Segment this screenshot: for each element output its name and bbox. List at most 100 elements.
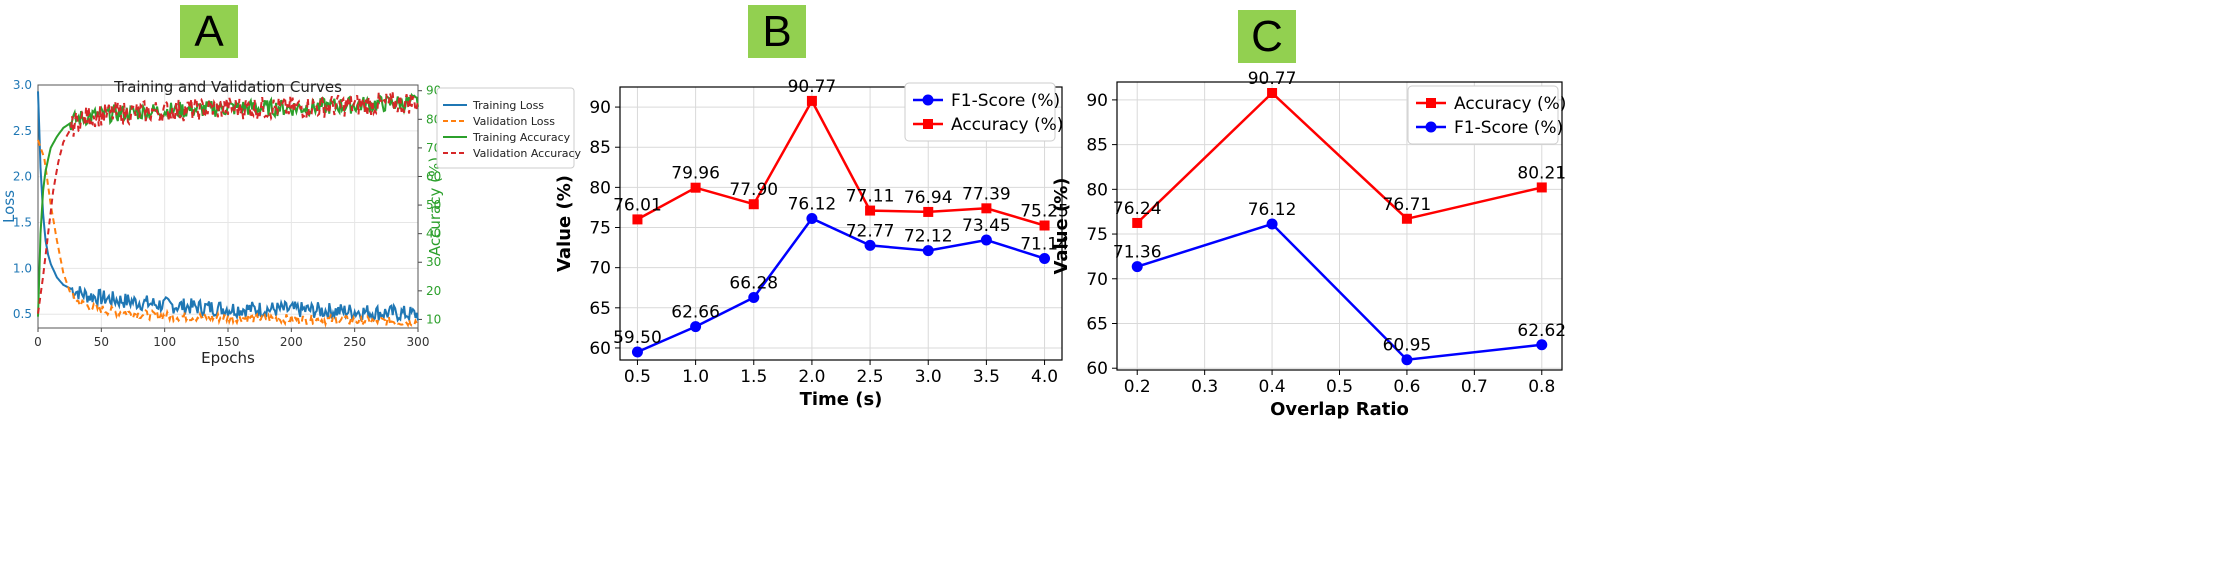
chart-c-xtick-label: 0.4 bbox=[1259, 377, 1286, 397]
chart-b-xtick-label: 4.0 bbox=[1031, 367, 1058, 387]
chart-b-point-circle bbox=[690, 321, 702, 333]
chart-a-legend-label: Training Loss bbox=[472, 99, 544, 112]
chart-a-ylabel-right: Accuracy (%) bbox=[426, 157, 444, 256]
chart-c-xtick-label: 0.7 bbox=[1461, 377, 1488, 397]
panel-label-c: C bbox=[1238, 10, 1296, 63]
chart-c-ytick-label: 80 bbox=[1086, 180, 1108, 200]
panel-label-a: A bbox=[180, 5, 238, 58]
chart-b-point-circle bbox=[980, 234, 992, 246]
chart-c-data-label: 76.71 bbox=[1383, 195, 1432, 215]
chart-a-xtick-label: 250 bbox=[343, 335, 366, 349]
chart-a-xtick-label: 300 bbox=[407, 335, 430, 349]
chart-c-xtick-label: 0.8 bbox=[1528, 377, 1555, 397]
chart-c-ytick-label: 85 bbox=[1086, 136, 1108, 156]
chart-a-xtick-label: 150 bbox=[217, 335, 240, 349]
chart-b-plot-frame bbox=[619, 86, 1063, 361]
chart-a-legend-label: Training Accuracy bbox=[472, 131, 571, 144]
chart-b-data-label: 76.01 bbox=[613, 195, 662, 215]
chart-a-xtick-label: 0 bbox=[34, 335, 42, 349]
chart-c-xtick-label: 0.5 bbox=[1326, 377, 1353, 397]
chart-b-data-label: 76.12 bbox=[788, 195, 837, 215]
chart-b-legend-label: Accuracy (%) bbox=[951, 115, 1063, 135]
chart-b-ytick-label: 65 bbox=[589, 299, 611, 319]
chart-b-point-square bbox=[690, 182, 701, 193]
chart-b-point-square bbox=[865, 205, 876, 216]
chart-a-xtick-label: 200 bbox=[280, 335, 303, 349]
chart-b-point-circle bbox=[922, 245, 934, 257]
chart-b-xlabel: Time (s) bbox=[800, 389, 883, 410]
chart-c-ytick-label: 90 bbox=[1086, 91, 1108, 111]
chart-c-legend-label: F1-Score (%) bbox=[1454, 118, 1563, 138]
chart-a-ytick-label: 1.5 bbox=[13, 216, 32, 230]
chart-b-point-circle bbox=[1039, 253, 1051, 265]
chart-b-point-square bbox=[981, 203, 992, 214]
chart-b-ytick-label: 60 bbox=[589, 339, 611, 359]
chart-b-data-label: 59.50 bbox=[613, 328, 662, 348]
chart-c-data-label: 62.62 bbox=[1517, 321, 1566, 341]
chart-c-legend-label: Accuracy (%) bbox=[1454, 94, 1566, 114]
chart-b-ytick-label: 70 bbox=[589, 259, 611, 279]
chart-b-point-circle bbox=[864, 239, 876, 251]
chart-a-plot-frame bbox=[37, 84, 419, 329]
chart-c-legend-marker bbox=[1426, 98, 1436, 108]
chart-a-ytick-label: 3.0 bbox=[13, 78, 32, 92]
chart-c-legend bbox=[1407, 85, 1559, 145]
chart-c: 0.2 0.3 0.4 0.5 0.6 0.7 0.8 60 65 70 75 80 85 90 76.24… bbox=[1051, 69, 1566, 420]
chart-c-ytick-label: 70 bbox=[1086, 270, 1108, 290]
chart-b-ytick-label: 80 bbox=[589, 178, 611, 198]
chart-a-xlabel: Epochs bbox=[201, 349, 255, 367]
chart-a-ytick-label: 1.0 bbox=[13, 261, 32, 275]
chart-a-xtick-label: 50 bbox=[94, 335, 109, 349]
chart-a-ytick-right-label: 30 bbox=[426, 255, 441, 269]
chart-a-title: Training and Validation Curves bbox=[113, 78, 342, 96]
chart-b-data-label: 76.94 bbox=[904, 188, 953, 208]
chart-b-xtick-label: 3.0 bbox=[915, 367, 942, 387]
chart-b-data-label: 79.96 bbox=[671, 164, 720, 184]
chart-b-ytick-label: 75 bbox=[589, 219, 611, 239]
chart-b-xtick-label: 3.5 bbox=[973, 367, 1000, 387]
chart-c-point-circle bbox=[1536, 339, 1548, 351]
chart-a-series-validation-loss bbox=[37, 139, 419, 329]
chart-c-xlabel: Overlap Ratio bbox=[1270, 399, 1409, 420]
chart-c-point-square bbox=[1536, 182, 1547, 193]
chart-b-data-label: 62.66 bbox=[671, 303, 720, 323]
chart-b-xtick-label: 0.5 bbox=[624, 367, 651, 387]
chart-a-ytick-right-label: 60 bbox=[426, 169, 441, 183]
chart-b-ylabel: Value (%) bbox=[554, 175, 575, 272]
chart-c-point-square bbox=[1401, 213, 1412, 224]
chart-c-xtick-label: 0.3 bbox=[1191, 377, 1218, 397]
chart-b-xtick-label: 2.5 bbox=[857, 367, 884, 387]
chart-b-point-circle bbox=[631, 346, 643, 358]
chart-c-data-label: 76.12 bbox=[1248, 200, 1297, 220]
chart-b-data-label: 66.28 bbox=[729, 274, 778, 294]
chart-c-point-circle bbox=[1266, 218, 1278, 230]
chart-c-ytick-label: 65 bbox=[1086, 314, 1108, 334]
chart-b-point-square bbox=[923, 206, 934, 217]
chart-c-point-square bbox=[1267, 88, 1278, 99]
chart-a-ylabel: Loss bbox=[0, 190, 18, 223]
chart-b-series-line bbox=[636, 98, 1045, 227]
chart-a-series-validation-accuracy bbox=[37, 91, 419, 314]
chart-c-series-line bbox=[1136, 222, 1542, 362]
chart-a-legend-label: Validation Loss bbox=[473, 115, 555, 128]
chart-c-ytick-label: 75 bbox=[1086, 225, 1108, 245]
chart-a-ytick-label: 0.5 bbox=[13, 307, 32, 321]
chart-c-data-label: 90.77 bbox=[1248, 69, 1297, 89]
chart-a-xtick-label: 100 bbox=[153, 335, 176, 349]
chart-b-xtick-label: 2.0 bbox=[798, 367, 825, 387]
chart-b: 0.5 1.0 1.5 2.0 2.5 3.0 3.5 4.0 60 65 70 75 80 85 90 59… bbox=[554, 77, 1069, 410]
chart-c-ytick-label: 60 bbox=[1086, 359, 1108, 379]
chart-c-xtick-label: 0.6 bbox=[1393, 377, 1420, 397]
chart-b-legend-marker bbox=[922, 94, 934, 106]
chart-b-point-square bbox=[806, 95, 817, 106]
chart-b-xtick-label: 1.5 bbox=[740, 367, 767, 387]
chart-b-data-label: 75.25 bbox=[1020, 202, 1069, 222]
chart-b-point-square bbox=[748, 199, 759, 210]
chart-b-xtick-label: 1.0 bbox=[682, 367, 709, 387]
chart-b-data-label: 90.77 bbox=[788, 77, 837, 97]
chart-c-data-label: 76.24 bbox=[1113, 199, 1162, 219]
chart-a-ytick-right-label: 50 bbox=[426, 198, 441, 212]
chart-a-ytick-right-label: 20 bbox=[426, 284, 441, 298]
chart-c-plot-frame bbox=[1116, 81, 1563, 371]
